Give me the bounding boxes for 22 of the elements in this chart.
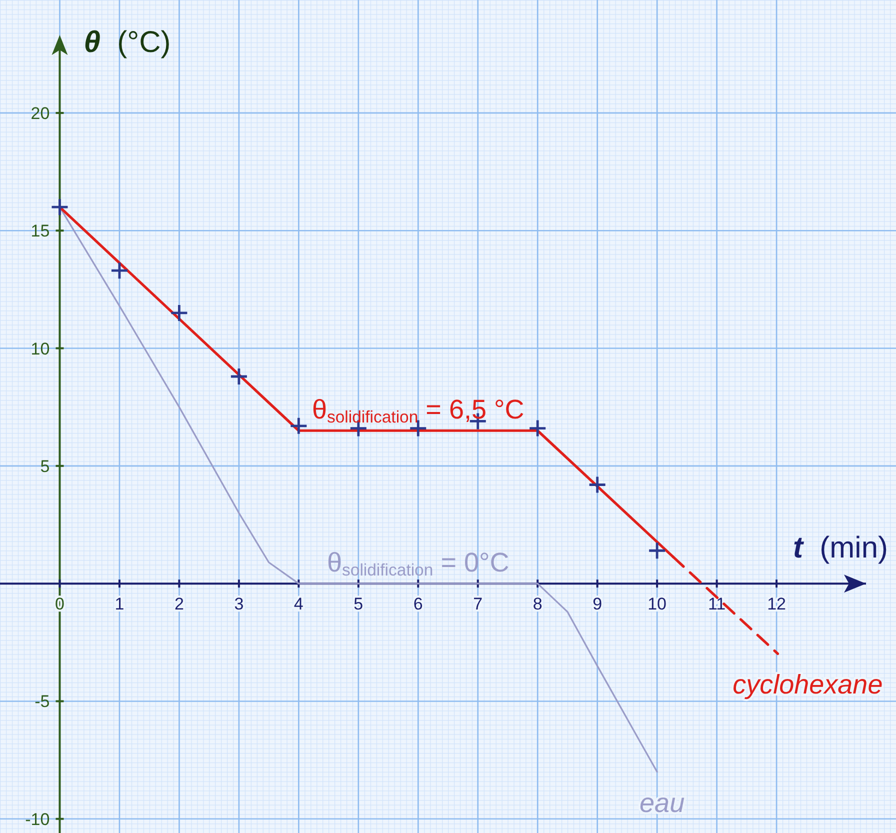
y-tick-label: -10	[25, 810, 50, 829]
y-tick-label: 20	[30, 104, 50, 123]
x-tick-label: 8	[532, 594, 542, 614]
x-tick-label: 11	[708, 594, 726, 614]
x-tick-label: 10	[648, 594, 667, 614]
x-tick-label: 6	[413, 594, 423, 614]
x-tick-label: 9	[592, 594, 602, 614]
x-tick-label: 3	[234, 594, 244, 614]
y-axis-title: θ (°C)	[84, 26, 171, 59]
annotation: θ$_{solidification}$ = 6,5 °C	[312, 394, 524, 427]
x-tick-label: 12	[767, 594, 786, 614]
text: cyclohexane	[732, 670, 883, 700]
y-tick-label: 10	[30, 339, 50, 358]
x-tick-label: 4	[294, 594, 304, 614]
x-tick-label: 5	[354, 594, 364, 614]
y-tick-label: 5	[40, 456, 50, 476]
x-tick-label: 2	[174, 594, 184, 614]
x-tick-label: 1	[114, 594, 124, 614]
x-axis-title: t (min)	[793, 532, 888, 565]
y-tick-label: -5	[34, 692, 50, 712]
x-tick-label: 7	[473, 594, 483, 614]
y-tick-label: 15	[30, 222, 50, 241]
